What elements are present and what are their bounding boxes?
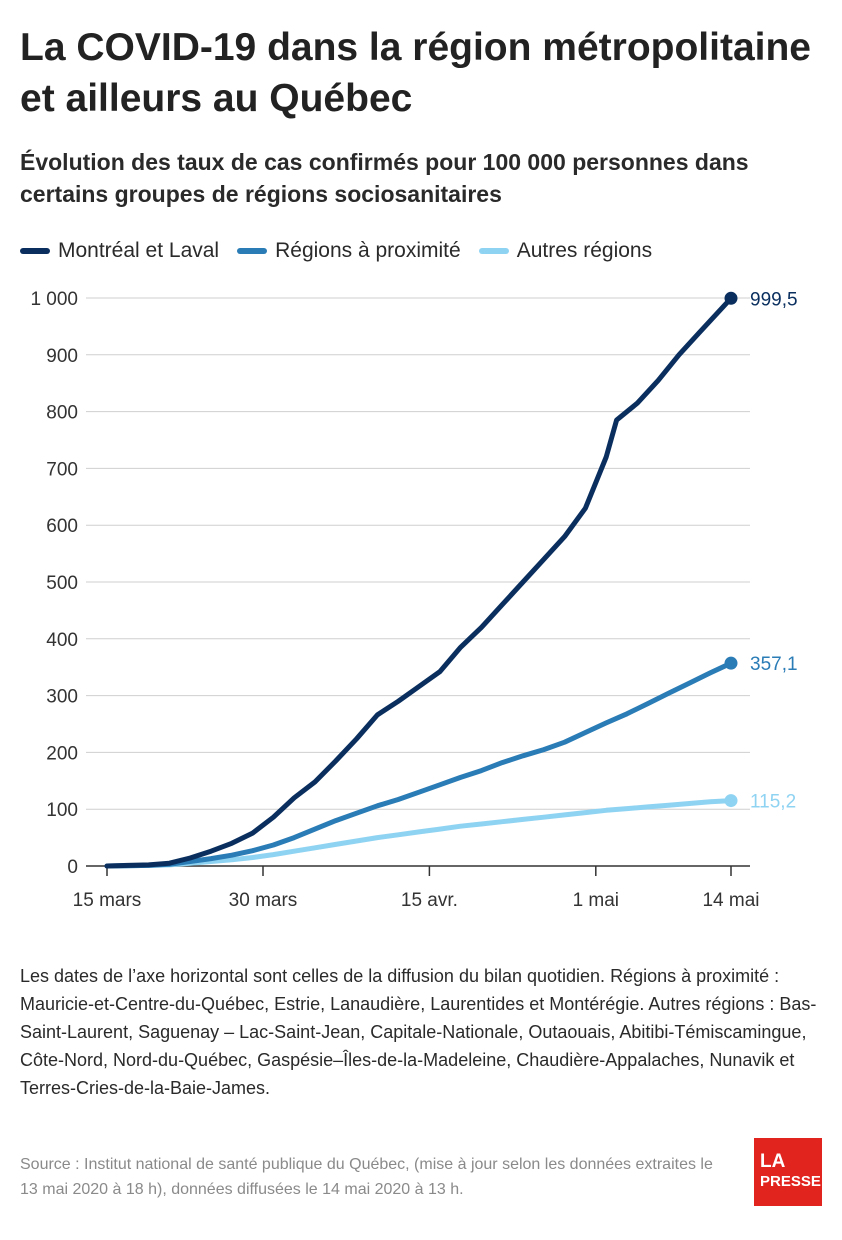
y-tick-label: 500 <box>46 573 78 594</box>
y-tick-label: 0 <box>67 857 78 878</box>
logo-line-1: LA <box>760 1151 786 1172</box>
y-axis: 0 100 200 300 400 500 600 700 800 900 1 000 <box>30 289 78 878</box>
x-axis: 15 mars 30 mars 15 avr. 1 mai 14 mai <box>73 866 760 911</box>
y-tick-label: 800 <box>46 403 78 424</box>
legend-item-montreal-laval: Montréal et Laval <box>20 239 219 263</box>
series-end-point <box>724 656 738 670</box>
chart-source: Source : Institut national de santé publ… <box>20 1156 713 1198</box>
y-tick-label: 400 <box>46 630 78 651</box>
chart-end-markers: 999,5 357,1 115,2 <box>724 289 798 813</box>
line-chart: 0 100 200 300 400 500 600 700 800 900 1 000 15 mar… <box>30 289 798 911</box>
x-tick-label: 14 mai <box>702 890 759 911</box>
y-tick-label: 1 000 <box>30 289 78 310</box>
chart-notes: Les dates de l’axe horizontal sont celle… <box>20 966 817 1098</box>
legend-item-regions-proximite: Régions à proximité <box>237 239 461 263</box>
y-tick-label: 900 <box>46 346 78 367</box>
chart-legend: Montréal et Laval Régions à proximité Au… <box>20 236 670 266</box>
series-end-point <box>724 291 738 305</box>
x-tick-label: 15 avr. <box>401 890 458 911</box>
legend-label: Régions à proximité <box>275 239 461 262</box>
chart-title: La COVID-19 dans la région métropolitain… <box>20 26 811 120</box>
y-tick-label: 200 <box>46 743 78 764</box>
chart-series <box>104 295 734 869</box>
legend-label: Montréal et Laval <box>58 239 220 262</box>
series-line <box>104 798 734 869</box>
legend-swatch <box>237 248 268 254</box>
y-tick-label: 600 <box>46 516 78 537</box>
legend-label: Autres régions <box>516 239 653 262</box>
y-tick-label: 700 <box>46 459 78 480</box>
chart-subtitle: Évolution des taux de cas confirmés pour… <box>20 149 749 207</box>
x-tick-label: 30 mars <box>229 890 298 911</box>
series-line <box>104 660 734 869</box>
series-end-label: 115,2 <box>750 792 796 813</box>
legend-swatch <box>478 248 509 254</box>
series-line <box>104 295 734 869</box>
x-tick-label: 15 mars <box>73 890 142 911</box>
chart-grid <box>86 297 750 867</box>
logo-line-2: PRESSE <box>760 1173 821 1190</box>
legend-swatch <box>20 248 50 254</box>
y-tick-label: 300 <box>46 687 78 708</box>
y-tick-label: 100 <box>46 800 78 821</box>
series-end-label: 357,1 <box>750 654 798 675</box>
series-end-point <box>724 794 738 808</box>
la-presse-logo: LA PRESSE <box>754 1138 822 1206</box>
series-end-label: 999,5 <box>750 289 798 310</box>
legend-item-autres-regions: Autres régions <box>478 239 653 263</box>
x-tick-label: 1 mai <box>573 890 619 911</box>
